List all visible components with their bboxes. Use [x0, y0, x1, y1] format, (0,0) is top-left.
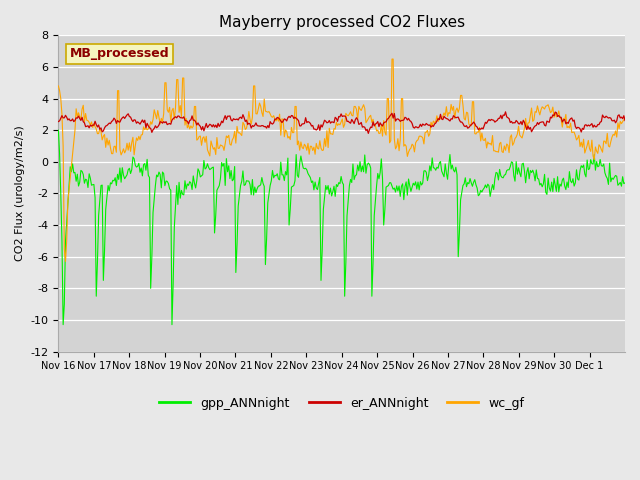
Title: Mayberry processed CO2 Fluxes: Mayberry processed CO2 Fluxes: [219, 15, 465, 30]
Y-axis label: CO2 Flux (urology/m2/s): CO2 Flux (urology/m2/s): [15, 126, 25, 261]
Text: MB_processed: MB_processed: [70, 48, 170, 60]
Legend: gpp_ANNnight, er_ANNnight, wc_gf: gpp_ANNnight, er_ANNnight, wc_gf: [154, 392, 529, 415]
